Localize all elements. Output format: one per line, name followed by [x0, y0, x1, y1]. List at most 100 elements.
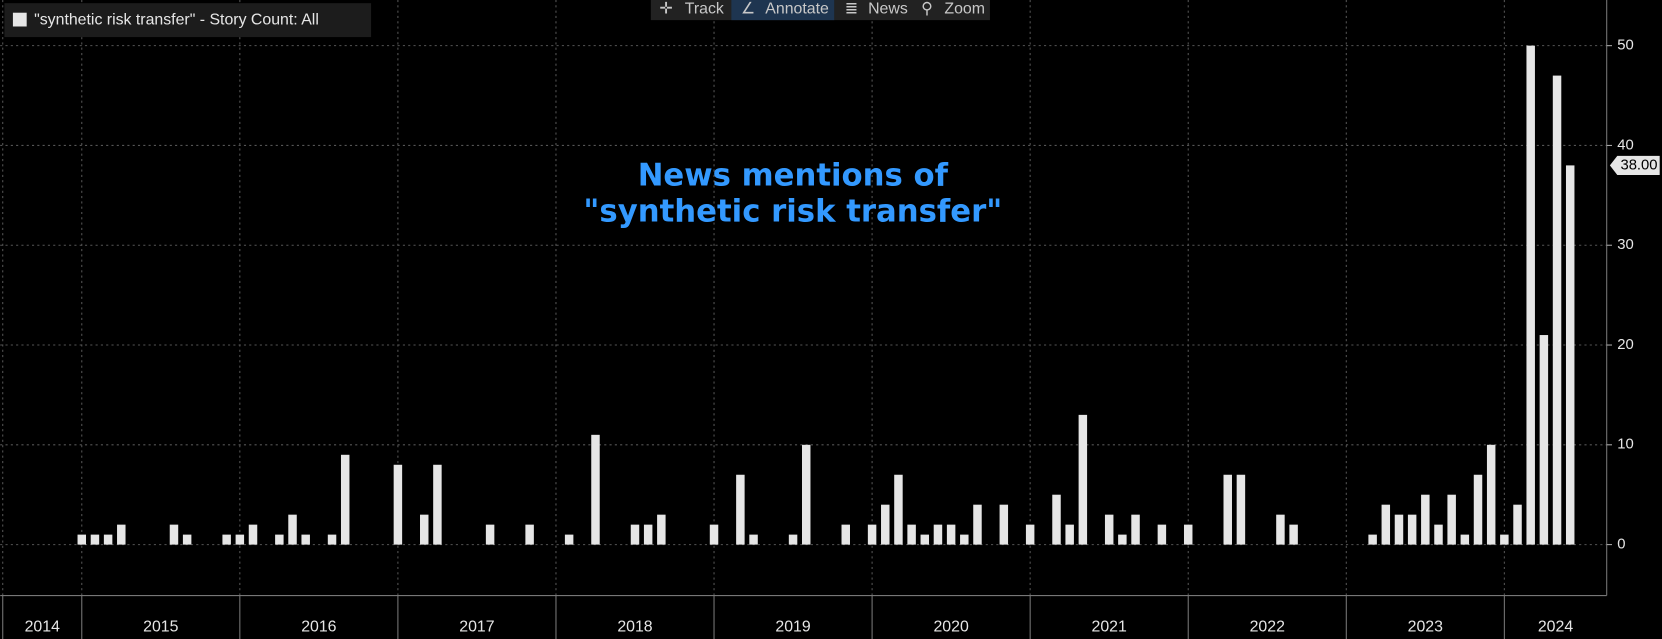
- bar: [960, 534, 969, 545]
- bar: [1078, 414, 1088, 545]
- annotation: "synthetic risk transfer": [583, 194, 1002, 230]
- bar: [1473, 474, 1483, 545]
- x-tick-label: 2017: [459, 619, 494, 636]
- bar: [327, 534, 337, 545]
- bar: [1539, 335, 1549, 545]
- bar: [1065, 524, 1074, 545]
- bar: [1447, 494, 1456, 545]
- bar: [630, 524, 640, 545]
- y-tick-label: 20: [1617, 337, 1634, 353]
- bar: [420, 514, 429, 545]
- bar: [117, 524, 126, 545]
- x-tick-label: 2019: [775, 619, 810, 636]
- bar: [788, 534, 798, 545]
- y-tick-label: 30: [1617, 237, 1634, 253]
- bar: [709, 524, 719, 545]
- bar: [907, 524, 916, 545]
- bar: [841, 524, 850, 545]
- bar: [301, 534, 310, 545]
- bar: [643, 524, 653, 545]
- bar: [1118, 534, 1127, 545]
- x-tick-label: 2014: [25, 619, 60, 636]
- bar: [1552, 75, 1562, 545]
- bar: [736, 474, 745, 545]
- x-tick-label: 2023: [1408, 619, 1443, 636]
- y-tick-label: 10: [1617, 437, 1634, 453]
- bar: [1157, 524, 1167, 545]
- bar: [235, 534, 245, 545]
- bar: [1104, 514, 1114, 545]
- toolbar-zoom[interactable]: Zoom: [944, 1, 985, 18]
- bar: [1223, 474, 1232, 545]
- bar: [288, 514, 297, 545]
- bar: [1368, 534, 1377, 545]
- x-tick-label: 2022: [1250, 619, 1285, 636]
- bar: [169, 524, 179, 545]
- bar: [1421, 494, 1430, 545]
- bar: [485, 524, 495, 545]
- bar: [103, 534, 113, 545]
- bar: [894, 474, 903, 545]
- bar: [881, 504, 890, 545]
- bar: [1565, 165, 1575, 545]
- toolbar-active: [731, 0, 835, 21]
- last-value-tag: [1609, 155, 1660, 175]
- bar: [1526, 45, 1535, 545]
- x-tick-label: 2016: [301, 619, 336, 636]
- toolbar-news[interactable]: News: [868, 1, 908, 18]
- x-tick-label: 2015: [143, 619, 178, 636]
- bar: [1394, 514, 1404, 545]
- bar: [867, 524, 877, 545]
- bar: [77, 534, 87, 545]
- x-tick-label: 2018: [617, 619, 652, 636]
- bar: [393, 464, 403, 545]
- y-tick-label: 40: [1617, 137, 1634, 153]
- bar: [999, 504, 1009, 545]
- bar: [1183, 524, 1193, 545]
- bar: [933, 524, 943, 545]
- bar: [1276, 514, 1285, 545]
- bar: [1289, 524, 1298, 545]
- bar: [801, 444, 811, 545]
- y-tick-label: 0: [1617, 537, 1625, 553]
- bar: [1131, 514, 1140, 545]
- toolbar-icon: ∠: [741, 1, 755, 18]
- bar: [564, 534, 574, 545]
- bar: [1025, 524, 1035, 545]
- toolbar-track[interactable]: Track: [685, 1, 724, 18]
- bar: [1434, 524, 1443, 545]
- bar: [591, 434, 600, 545]
- bar: [1052, 494, 1061, 545]
- bar-layer: [77, 45, 1575, 545]
- bar: [182, 534, 192, 545]
- toolbar-icon: ✛: [659, 1, 672, 18]
- bar: [657, 514, 666, 545]
- toolbar-annotate[interactable]: Annotate: [765, 1, 829, 18]
- y-tick-label: 50: [1617, 38, 1634, 54]
- bar: [433, 464, 442, 545]
- bar: [1381, 504, 1391, 545]
- legend: [4, 3, 372, 38]
- x-tick-label: 2020: [933, 619, 968, 636]
- bar: [1236, 474, 1246, 545]
- bar: [973, 504, 982, 545]
- x-tick-label: 2021: [1092, 619, 1127, 636]
- last-value-label: 38.00: [1620, 157, 1657, 173]
- toolbar-icon: ⚲: [921, 1, 933, 18]
- bar: [1407, 514, 1417, 545]
- bar: [1500, 534, 1509, 545]
- grid-layer: [0, 0, 1607, 596]
- legend-label: "synthetic risk transfer" - Story Count:…: [34, 11, 319, 28]
- bar: [90, 534, 100, 545]
- bar: [525, 524, 534, 545]
- bar: [1513, 504, 1522, 545]
- bar: [749, 534, 758, 545]
- x-tick-label: 2024: [1538, 619, 1573, 636]
- bar: [248, 524, 258, 545]
- annotation: News mentions of: [638, 157, 949, 193]
- bar: [920, 534, 930, 545]
- bar: [1460, 534, 1470, 545]
- bar: [275, 534, 284, 545]
- bar: [1486, 444, 1496, 545]
